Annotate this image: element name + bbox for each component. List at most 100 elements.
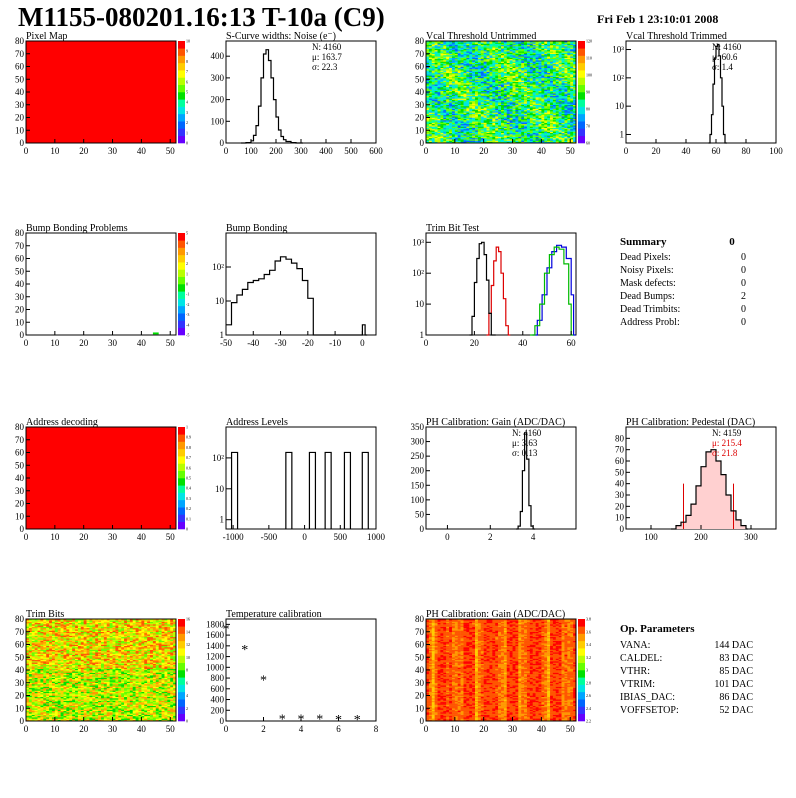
chart-title: Vcal Threshold Untrimmed (426, 31, 536, 42)
x-tick-label: 0 (24, 146, 29, 156)
y-tick-label: 10 (15, 317, 25, 327)
scale-swatch (578, 63, 585, 71)
x-tick-label: 1000 (367, 532, 386, 542)
scale-swatch (178, 128, 185, 136)
scale-label: 0.9 (186, 435, 191, 440)
x-tick-label: 40 (137, 338, 147, 348)
table-label: Noisy Pixels: (620, 265, 674, 276)
scale-swatch (178, 121, 185, 129)
table-value: 2 (741, 291, 746, 302)
scale-swatch (578, 136, 585, 144)
plot-frame (426, 233, 576, 335)
chart-title: Trim Bits (26, 609, 64, 620)
heatmap-cells (26, 619, 176, 721)
y-tick-label: 10 (215, 484, 225, 494)
y-tick-label: 40 (15, 279, 25, 289)
scale-swatch (578, 92, 585, 100)
level-peak (325, 452, 331, 529)
x-tick-label: 40 (682, 146, 692, 156)
stat-line: N: 4160 (712, 42, 742, 52)
level-peak (286, 452, 292, 529)
stat-line: μ: 163.7 (312, 52, 342, 62)
y-tick-label: 30 (15, 486, 25, 496)
y-tick-label: 300 (211, 73, 225, 83)
scale-label: 5 (186, 90, 188, 95)
y-tick-label: 50 (15, 74, 25, 84)
scale-swatch (178, 262, 185, 270)
scale-label: 3 (186, 110, 188, 115)
y-tick-label: 30 (615, 490, 625, 500)
scale-swatch (578, 56, 585, 64)
scale-label: -4 (186, 322, 189, 327)
x-tick-label: 0 (302, 532, 307, 542)
y-tick-label: 60 (15, 62, 25, 72)
x-tick-label: 20 (652, 146, 662, 156)
stat-line: N: 4160 (512, 428, 542, 438)
scale-swatch (178, 92, 185, 100)
y-tick-label: 80 (415, 36, 425, 46)
x-tick-label: 40 (137, 146, 147, 156)
scale-label: 10 (186, 39, 190, 44)
x-tick-label: 100 (244, 146, 258, 156)
y-tick-label: 40 (15, 87, 25, 97)
heatmap-cells (153, 332, 159, 334)
table-label: Mask defects: (620, 278, 676, 289)
x-tick-label: 0 (360, 338, 365, 348)
x-tick-label: 0 (424, 338, 429, 348)
y-tick-label: 80 (15, 228, 25, 238)
scale-swatch (178, 507, 185, 515)
scale-label: 1 (186, 130, 188, 135)
y-tick-label: 60 (615, 456, 625, 466)
scale-swatch (178, 427, 185, 435)
x-tick-label: 20 (79, 338, 89, 348)
plot-frame (626, 41, 776, 143)
data-series (487, 247, 511, 335)
y-tick-label: 20 (15, 499, 25, 509)
y-tick-label: 10³ (612, 45, 624, 55)
x-tick-label: 600 (369, 146, 383, 156)
scale-swatch (178, 313, 185, 321)
y-tick-label: 40 (15, 473, 25, 483)
x-tick-label: -10 (329, 338, 341, 348)
scale-label: 1 (186, 425, 188, 430)
level-peak (344, 452, 350, 529)
y-tick-label: 0 (20, 330, 25, 340)
scale-swatch (578, 128, 585, 136)
scale-swatch (578, 48, 585, 56)
scale-label: 2 (186, 261, 188, 266)
y-tick-label: 60 (15, 254, 25, 264)
scale-label: 120 (586, 39, 592, 44)
y-tick-label: 50 (415, 74, 425, 84)
scale-label: 0 (186, 282, 188, 287)
scale-swatch (178, 522, 185, 530)
x-tick-label: 400 (319, 146, 333, 156)
y-tick-label: 50 (15, 266, 25, 276)
y-tick-label: 10 (415, 125, 425, 135)
chart-title: Address decoding (26, 417, 98, 428)
scale-swatch (178, 48, 185, 56)
scale-swatch (578, 41, 585, 49)
scale-label: 0.8 (186, 445, 191, 450)
y-tick-label: 20 (615, 501, 625, 511)
level-peak (309, 452, 315, 529)
scale-swatch (178, 471, 185, 479)
y-tick-label: 30 (15, 100, 25, 110)
x-tick-label: 20 (79, 146, 89, 156)
scale-label: 110 (586, 56, 592, 61)
x-tick-label: -20 (302, 338, 314, 348)
scale-swatch (178, 136, 185, 144)
x-tick-label: 500 (334, 532, 348, 542)
x-tick-label: 10 (50, 532, 60, 542)
x-tick-label: 100 (644, 532, 658, 542)
y-tick-label: 40 (415, 87, 425, 97)
x-tick-label: 30 (508, 146, 518, 156)
